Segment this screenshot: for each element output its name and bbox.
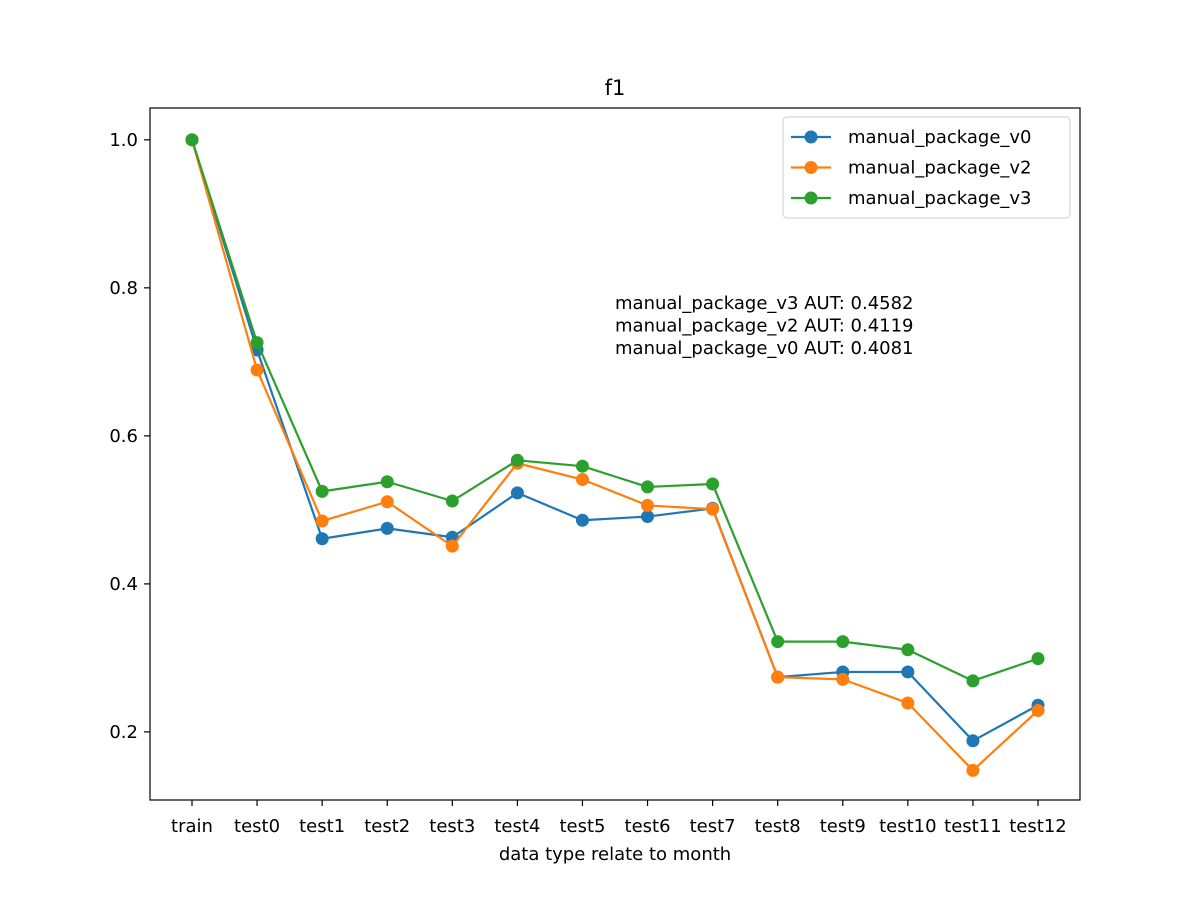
x-tick-label: test11 — [944, 816, 1001, 837]
x-tick-label: train — [171, 816, 213, 837]
data-point — [315, 514, 329, 528]
series-line — [190, 139, 1039, 742]
data-point — [771, 635, 785, 649]
data-point — [836, 635, 850, 649]
annotation-block: manual_package_v3 AUT: 0.4582manual_pack… — [615, 293, 914, 359]
x-tick-label: test2 — [364, 816, 410, 837]
data-point — [966, 674, 980, 688]
data-point — [641, 480, 655, 494]
data-point — [250, 336, 264, 350]
data-point — [380, 521, 394, 535]
x-tick-label: test7 — [690, 816, 736, 837]
data-point — [575, 473, 589, 487]
data-point — [185, 133, 199, 147]
aut-annotation: manual_package_v3 AUT: 0.4582 — [615, 293, 914, 314]
data-point — [380, 495, 394, 509]
data-point — [250, 363, 264, 377]
legend-swatch-marker — [804, 191, 818, 205]
legend-label: manual_package_v3 — [848, 188, 1032, 209]
data-point — [315, 532, 329, 546]
aut-annotation: manual_package_v2 AUT: 0.4119 — [615, 316, 914, 337]
plot-frame — [149, 107, 1081, 801]
y-tick-label: 0.4 — [109, 574, 138, 595]
x-axis: train test0 test1 test2 test3 test4 test5 test6… — [171, 800, 1067, 837]
series-line — [190, 139, 1039, 682]
x-tick-label: test12 — [1009, 816, 1066, 837]
legend: manual_package_v0 manual_package_v2manual… — [782, 116, 1071, 219]
data-point — [641, 510, 655, 524]
x-tick-label: test9 — [820, 816, 866, 837]
legend-label: manual_package_v0 — [848, 127, 1032, 148]
data-point — [901, 643, 915, 657]
x-tick-label: test0 — [234, 816, 280, 837]
data-point — [706, 477, 720, 491]
legend-swatch-marker — [804, 161, 818, 174]
series-line — [190, 139, 1039, 772]
x-tick-label: test1 — [299, 816, 345, 837]
data-point — [966, 763, 980, 777]
x-tick-label: test6 — [625, 816, 671, 837]
plot-content — [185, 133, 1045, 777]
x-tick-label: test8 — [755, 816, 801, 837]
x-tick-label: test4 — [494, 816, 540, 837]
x-tick-label: test5 — [559, 816, 605, 837]
aut-annotation: manual_package_v0 AUT: 0.4081 — [615, 338, 914, 359]
data-point — [901, 696, 915, 710]
legend-entry: manual_package_v2 — [791, 158, 1032, 179]
legend-entry: manual_package_v3 — [791, 188, 1032, 209]
data-point — [966, 734, 980, 748]
x-tick-label: test10 — [879, 816, 936, 837]
data-point — [315, 484, 329, 498]
data-point — [380, 475, 394, 489]
legend-entry: manual_package_v0 — [791, 127, 1032, 148]
data-point — [445, 539, 459, 553]
data-point — [575, 459, 589, 473]
y-tick-label: 1.0 — [109, 130, 138, 151]
data-point — [901, 665, 915, 679]
data-point — [1031, 652, 1045, 666]
y-tick-label: 0.8 — [109, 278, 138, 299]
y-tick-label: 0.2 — [109, 722, 138, 743]
data-point — [641, 498, 655, 512]
data-point — [706, 502, 720, 516]
legend-label: manual_package_v2 — [848, 158, 1032, 179]
series-manual_package_v0 — [185, 133, 1045, 748]
chart-title: f1 — [605, 76, 626, 100]
data-point — [445, 494, 459, 508]
y-tick-label: 0.6 — [109, 426, 138, 447]
x-axis-label: data type relate to month — [499, 844, 731, 865]
legend-swatch-marker — [804, 130, 818, 144]
legend-box — [782, 116, 1071, 219]
data-point — [771, 670, 785, 684]
data-point — [836, 672, 850, 686]
data-point — [510, 486, 524, 500]
data-point — [1031, 703, 1045, 717]
y-axis: 0.2 0.4 0.6 0.8 1.0 — [109, 130, 150, 743]
data-point — [510, 453, 524, 467]
data-point — [575, 513, 589, 527]
series-manual_package_v3 — [185, 133, 1045, 688]
x-tick-label: test3 — [429, 816, 475, 837]
